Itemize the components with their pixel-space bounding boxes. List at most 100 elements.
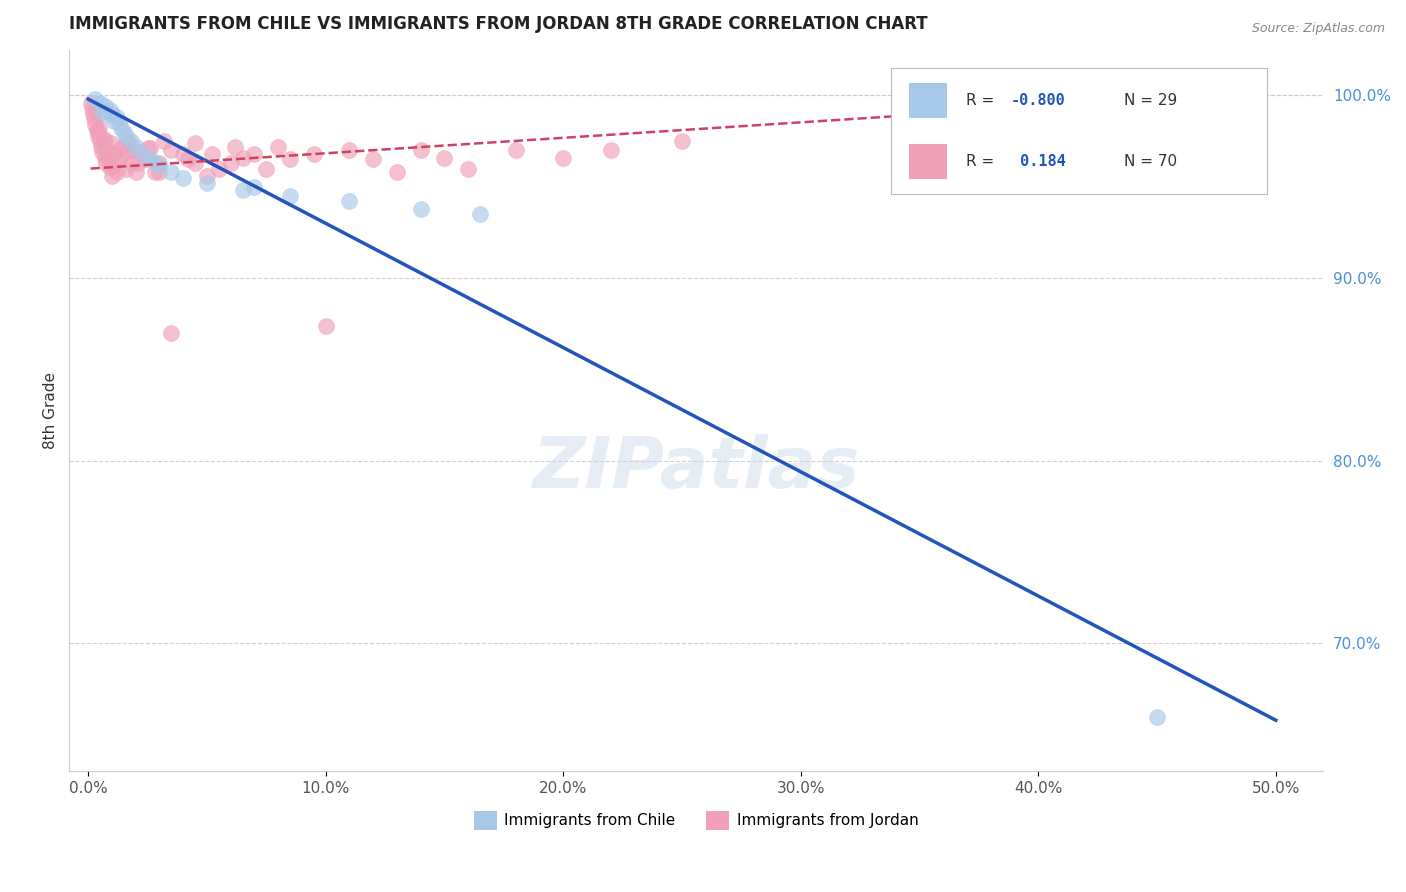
Point [143, 165, 166, 179]
Point [302, 147, 325, 161]
Point [105, 111, 128, 125]
Point [129, 145, 152, 160]
Point [97, 149, 120, 163]
Point [172, 147, 194, 161]
Point [433, 151, 456, 165]
Point [243, 179, 266, 194]
Point [148, 156, 170, 170]
Text: IMMIGRANTS FROM CHILE VS IMMIGRANTS FROM JORDAN 8TH GRADE CORRELATION CHART: IMMIGRANTS FROM CHILE VS IMMIGRANTS FROM… [69, 15, 928, 33]
Point [103, 114, 125, 128]
Text: ZIPatlas: ZIPatlas [533, 434, 860, 503]
Point [153, 134, 176, 148]
Point [136, 141, 159, 155]
Point [127, 156, 149, 170]
Point [115, 128, 138, 143]
Point [195, 169, 218, 183]
Point [120, 156, 142, 170]
Point [224, 139, 246, 153]
Text: Source: ZipAtlas.com: Source: ZipAtlas.com [1251, 22, 1385, 36]
Point [98, 160, 121, 174]
Point [232, 184, 254, 198]
Point [148, 158, 170, 172]
Point [195, 176, 218, 190]
Point [94, 134, 117, 148]
Point [457, 161, 479, 176]
Point [143, 156, 166, 170]
Point [409, 202, 432, 216]
Point [115, 136, 138, 150]
Point [339, 143, 361, 157]
Point [134, 153, 156, 167]
Point [112, 147, 135, 161]
Point [505, 143, 527, 157]
Point [87, 121, 110, 136]
Point [671, 134, 693, 148]
Point [117, 136, 139, 150]
Point [86, 123, 108, 137]
Point [201, 147, 224, 161]
Point [94, 151, 117, 165]
Point [94, 156, 117, 170]
Point [94, 99, 117, 113]
Point [278, 189, 301, 203]
Point [243, 147, 266, 161]
Point [89, 95, 111, 110]
Point [184, 136, 207, 150]
Point [80, 101, 103, 115]
Point [553, 151, 575, 165]
Point [101, 107, 124, 121]
Point [232, 151, 254, 165]
Point [84, 118, 107, 132]
Point [148, 165, 170, 179]
Point [105, 165, 128, 179]
Point [132, 147, 155, 161]
Point [468, 207, 491, 221]
Point [90, 139, 112, 153]
Point [108, 116, 131, 130]
Point [110, 141, 132, 155]
Point [208, 161, 231, 176]
Point [103, 158, 125, 172]
Point [315, 318, 337, 333]
Point [184, 156, 207, 170]
Point [339, 194, 361, 209]
Point [96, 143, 118, 157]
Point [122, 143, 145, 157]
Point [93, 132, 115, 146]
Point [385, 165, 408, 179]
Point [139, 153, 162, 167]
Point [89, 134, 111, 148]
Point [84, 92, 107, 106]
Point [103, 147, 125, 161]
Point [91, 104, 114, 119]
Point [87, 128, 110, 143]
Point [219, 156, 242, 170]
Point [96, 107, 118, 121]
Point [599, 143, 621, 157]
Y-axis label: 8th Grade: 8th Grade [44, 372, 58, 449]
Point [101, 169, 124, 183]
Point [267, 139, 290, 153]
Point [98, 103, 121, 117]
Legend: Immigrants from Chile, Immigrants from Jordan: Immigrants from Chile, Immigrants from J… [468, 805, 925, 836]
Point [108, 153, 131, 167]
Point [83, 112, 105, 127]
Point [139, 141, 162, 155]
Point [110, 121, 132, 136]
Point [172, 170, 194, 185]
Point [409, 143, 432, 157]
Point [112, 125, 135, 139]
Point [120, 134, 142, 148]
Point [125, 165, 148, 179]
Point [160, 326, 183, 340]
Point [100, 136, 122, 150]
Point [125, 139, 148, 153]
Point [115, 161, 138, 176]
Point [361, 153, 384, 167]
Point [254, 161, 277, 176]
Point [1146, 709, 1168, 723]
Point [91, 145, 114, 160]
Point [79, 95, 101, 110]
Point [160, 165, 183, 179]
Point [82, 107, 104, 121]
